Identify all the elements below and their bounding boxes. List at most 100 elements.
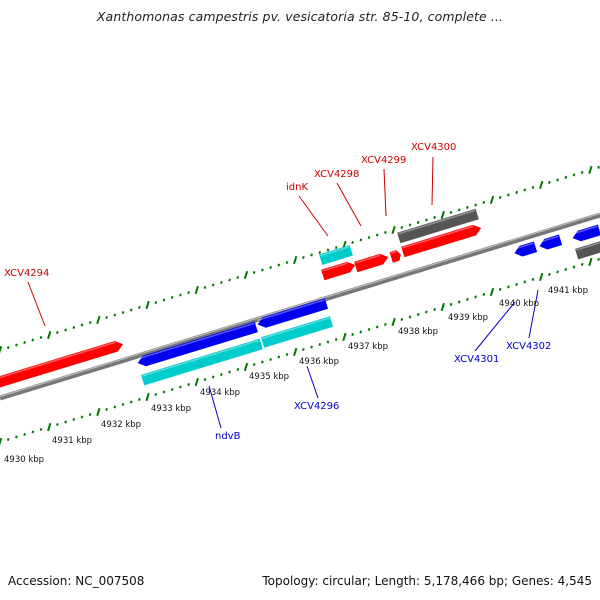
reverse-minor-tick [318,342,322,346]
reverse-minor-tick [334,337,338,341]
feature-grey-upper-shape [397,208,479,244]
reverse-minor-tick [408,315,412,319]
forward-minor-tick [203,285,207,289]
forward-minor-tick [384,230,387,234]
forward-minor-tick [261,268,264,272]
forward-major-tick [0,345,3,354]
cds-ndvb-shine [137,322,255,360]
forward-minor-tick [416,220,420,224]
gene-label-xcv4302: XCV4302 [506,341,551,352]
tick-label: 4935 kbp [249,372,289,382]
leader-line [528,289,539,339]
forward-minor-tick [564,175,568,179]
forward-minor-tick [498,195,502,199]
reverse-minor-tick [580,262,584,266]
gene-idnk-shine [320,246,350,257]
cds-xcv4300-shape [401,224,482,258]
reverse-minor-tick [162,390,166,394]
cds-right-edge-shape [572,224,600,242]
reverse-major-tick [145,392,150,402]
cds-right-edge [572,224,600,242]
cds-xcv4301a-shine [514,242,534,250]
forward-minor-tick [269,265,272,269]
gene-label-ndvb: ndvB [215,431,241,442]
cds-xcv4299 [389,250,401,263]
genome-summary-text: Topology: circular; Length: 5,178,466 bp… [262,574,592,588]
forward-minor-tick [408,223,412,227]
forward-minor-tick [531,185,535,189]
forward-minor-tick [597,165,600,169]
forward-minor-tick [556,178,559,182]
forward-minor-tick [425,218,428,222]
cds-xcv4298-shine [355,254,381,264]
forward-minor-tick [15,343,18,347]
reverse-minor-tick [6,437,10,442]
reverse-major-tick [342,332,347,342]
cds-xcv4300 [401,224,482,258]
tick-label: 4934 kbp [200,388,240,398]
leader-line [474,301,516,352]
cds-xcv4302 [539,234,563,250]
reverse-major-tick [47,422,52,432]
feature-grey-upper-shine [398,209,476,235]
reverse-tick-track [0,257,600,446]
reverse-minor-tick [548,272,551,276]
forward-major-tick [539,180,544,190]
reverse-minor-tick [31,430,35,434]
reverse-minor-tick [228,370,231,374]
forward-minor-tick [367,235,371,239]
genome-backbone-highlight [0,212,600,398]
reverse-minor-tick [400,317,404,321]
cds-xcv4296-shape [257,298,329,328]
forward-minor-tick [56,330,59,335]
cds-xcv4301a-shape [514,241,538,257]
reverse-minor-tick [572,265,576,269]
forward-minor-tick [572,173,576,177]
reverse-minor-tick [359,330,363,334]
forward-minor-tick [154,300,158,304]
reverse-major-tick [489,287,495,297]
forward-minor-tick [170,295,174,299]
forward-major-tick [489,195,495,205]
gene-xcv4296-shape [260,316,334,348]
accession-text: Accession: NC_007508 [8,574,145,588]
forward-minor-tick [580,170,584,174]
reverse-minor-tick [375,325,379,329]
reverse-minor-tick [433,307,436,311]
reverse-minor-tick [252,362,256,366]
cds-xcv4302-shape [539,234,563,250]
reverse-minor-tick [72,417,76,422]
leader-line [383,168,387,217]
map-title: Xanthomonas campestris pv. vesicatoria s… [96,9,504,24]
tick-label: 4938 kbp [398,327,438,337]
reverse-minor-tick [211,375,215,379]
reverse-minor-tick [449,302,453,306]
reverse-minor-tick [482,292,486,296]
tick-label: 4941 kbp [548,286,588,296]
feature-grey-right-shape [575,240,600,260]
tick-label: 4931 kbp [52,436,92,446]
forward-minor-tick [228,278,231,282]
reverse-minor-tick [466,297,469,301]
reverse-minor-tick [88,412,92,417]
forward-minor-tick [457,208,461,212]
leader-line [208,385,222,429]
tick-label: 4930 kbp [4,455,44,465]
reverse-major-tick [293,347,298,357]
reverse-minor-tick [236,367,240,371]
forward-minor-tick [162,298,166,302]
tick-label-track: 4930 kbp 4931 kbp 4932 kbp 4933 kbp 4934 kbp… [4,286,588,465]
tick-label: 4939 kbp [448,313,488,323]
forward-tick-track [0,165,600,354]
tick-label: 4933 kbp [151,404,191,414]
gene-idnk [319,245,353,265]
reverse-minor-tick [56,422,59,427]
reverse-major-tick [588,257,593,267]
gene-xcv4296 [260,316,334,348]
gene-label-idnk: idnK [286,182,308,193]
reverse-minor-tick [310,345,313,349]
forward-minor-tick [482,200,486,204]
tick-label: 4936 kbp [299,357,339,367]
reverse-minor-tick [531,277,535,281]
